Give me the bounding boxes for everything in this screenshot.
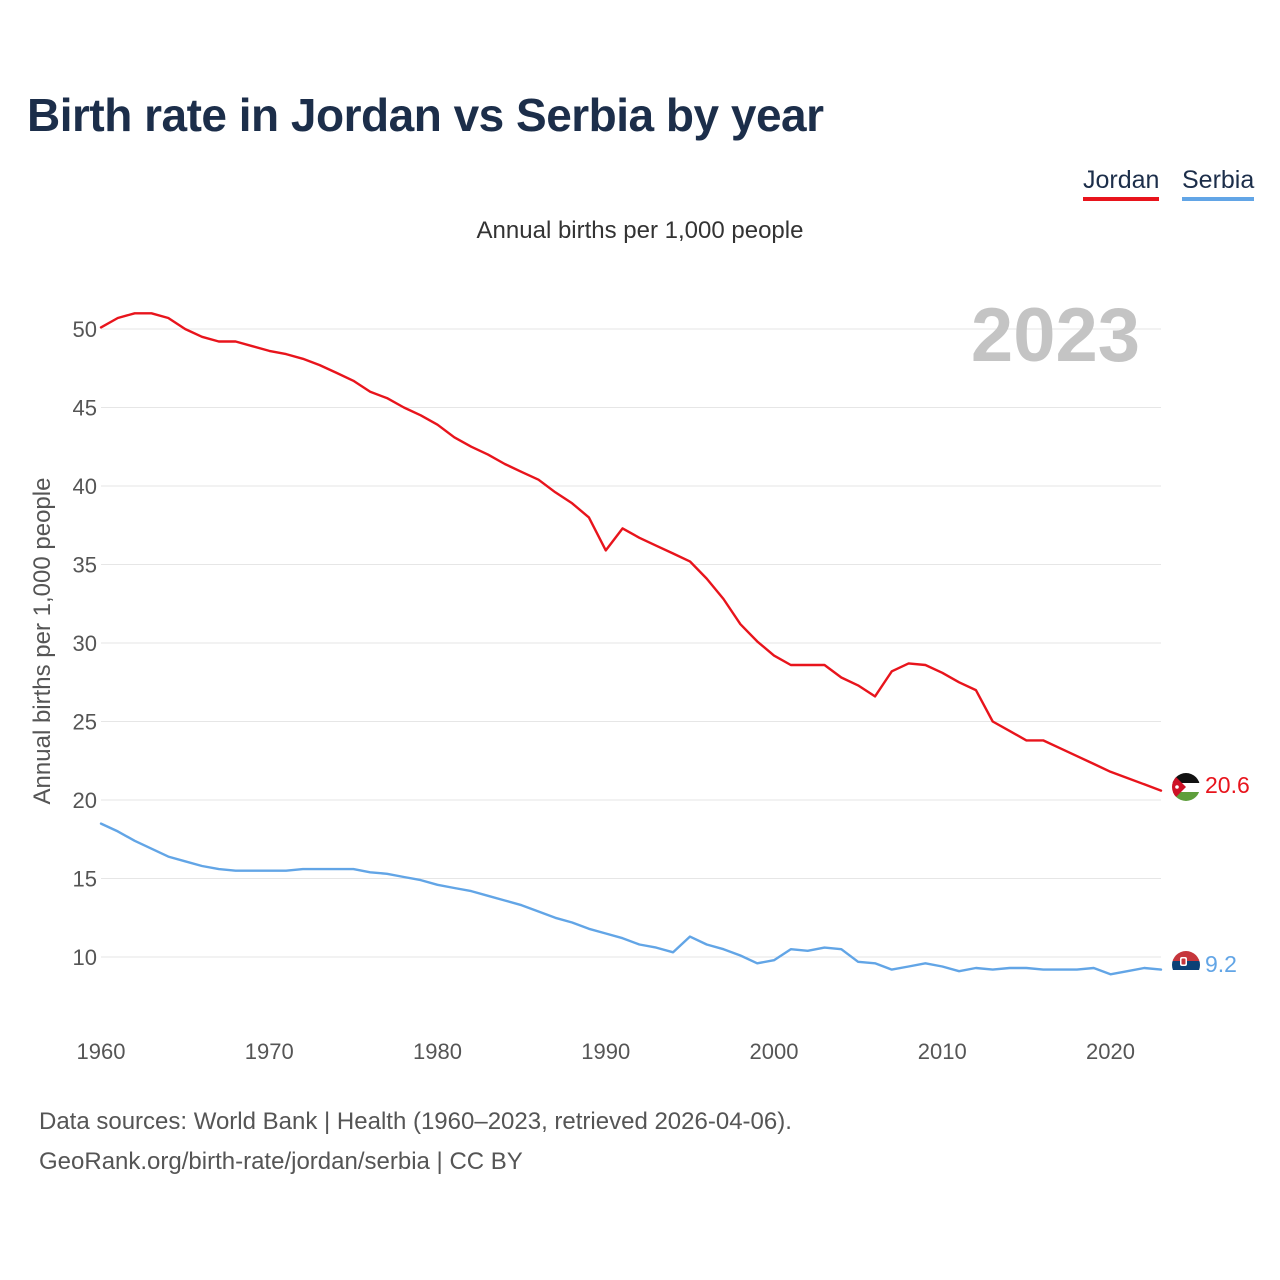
y-tick-label: 45 — [73, 395, 97, 420]
y-tick-label: 35 — [73, 552, 97, 577]
current-year-label: 2023 — [971, 293, 1140, 378]
chart-title: Birth rate in Jordan vs Serbia by year — [27, 89, 824, 141]
serbia-flag-icon — [1172, 951, 1200, 979]
serbia-latest-value: 9.2 — [1205, 951, 1237, 977]
series-line-jordan — [99, 312, 1163, 792]
series-line-serbia — [99, 822, 1163, 976]
x-tick-label: 1970 — [245, 1039, 294, 1064]
y-tick-label: 15 — [73, 867, 97, 892]
jordan-latest-value: 20.6 — [1205, 772, 1250, 798]
x-tick-label: 1980 — [413, 1039, 462, 1064]
x-axis-ticks: 1960 1970 1980 1990 2000 2010 2020 — [77, 1039, 1135, 1064]
series-lines — [99, 312, 1163, 976]
x-tick-label: 1960 — [77, 1039, 126, 1064]
y-tick-label: 25 — [73, 710, 97, 735]
legend-item-serbia[interactable]: Serbia — [1182, 166, 1255, 201]
legend-item-jordan[interactable]: Jordan — [1083, 166, 1160, 201]
jordan-flag-icon — [1172, 773, 1200, 801]
chart-subtitle: Annual births per 1,000 people — [476, 217, 804, 244]
data-source-note: Data sources: World Bank | Health (1960–… — [39, 1108, 792, 1135]
y-axis-ticks: 10 15 20 25 30 35 40 45 50 — [73, 317, 97, 970]
credit-link[interactable]: GeoRank.org/birth-rate/jordan/serbia | C… — [39, 1148, 523, 1175]
y-tick-label: 10 — [73, 945, 97, 970]
y-tick-label: 20 — [73, 788, 97, 813]
x-tick-label: 2010 — [918, 1039, 967, 1064]
gridlines — [101, 328, 1161, 958]
y-tick-label: 40 — [73, 474, 97, 499]
y-tick-label: 30 — [73, 631, 97, 656]
x-tick-label: 2000 — [750, 1039, 799, 1064]
y-axis-title: Annual births per 1,000 people — [29, 478, 56, 805]
y-tick-label: 50 — [73, 317, 97, 342]
x-tick-label: 2020 — [1086, 1039, 1135, 1064]
x-tick-label: 1990 — [581, 1039, 630, 1064]
